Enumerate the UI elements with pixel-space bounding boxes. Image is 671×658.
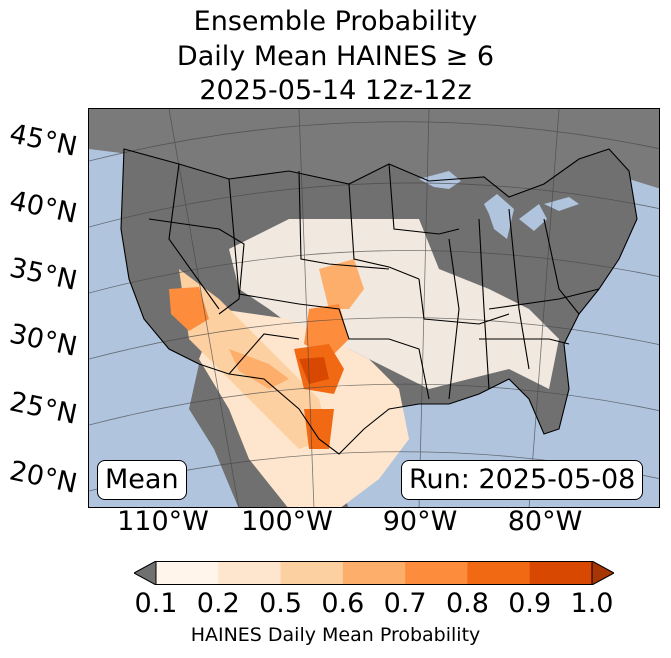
colorbar-tick-label: 0.1 bbox=[134, 588, 178, 619]
lon-label-80: 80°W bbox=[507, 506, 583, 537]
colorbar-segment bbox=[467, 561, 531, 585]
colorbar bbox=[134, 561, 614, 585]
lat-label-40: 40°N bbox=[6, 185, 80, 230]
map-svg bbox=[89, 109, 659, 507]
colorbar-tick-label: 1.0 bbox=[570, 588, 614, 619]
lon-label-90: 90°W bbox=[382, 506, 458, 537]
colorbar-segment bbox=[218, 561, 282, 585]
state-borders bbox=[120, 148, 638, 455]
colorbar-tick-label: 0.6 bbox=[321, 588, 365, 619]
prob-0.6 bbox=[229, 259, 364, 389]
colorbar-under-arrow bbox=[134, 561, 157, 585]
great-lakes bbox=[419, 171, 579, 239]
colorbar-segment bbox=[156, 561, 219, 585]
colorbar-tick-label: 0.7 bbox=[383, 588, 427, 619]
colorbar-segment bbox=[342, 561, 406, 585]
colorbar-tick-label: 0.5 bbox=[259, 588, 303, 619]
lat-label-35: 35°N bbox=[6, 252, 80, 297]
lon-label-100: 100°W bbox=[241, 506, 333, 537]
map-panel bbox=[88, 108, 660, 508]
lon-label-110: 110°W bbox=[117, 506, 209, 537]
colorbar-label: HAINES Daily Mean Probability bbox=[190, 624, 481, 646]
colorbar-segment bbox=[280, 561, 344, 585]
lat-label-25: 25°N bbox=[6, 386, 80, 431]
colorbar-over-arrow bbox=[591, 561, 614, 585]
run-date-label: Run: 2025-05-08 bbox=[401, 460, 644, 500]
colorbar-tick-label: 0.9 bbox=[508, 588, 552, 619]
colorbar-segment bbox=[405, 561, 468, 585]
lat-label-30: 30°N bbox=[6, 318, 80, 363]
title-line-3: 2025-05-14 12z-12z bbox=[199, 75, 472, 106]
colorbar-outline bbox=[155, 561, 593, 585]
prob-0.9 bbox=[299, 357, 329, 384]
colorbar-tick-label: 0.8 bbox=[445, 588, 489, 619]
prob-0.1 bbox=[229, 219, 559, 389]
title-line-2: Daily Mean HAINES ≥ 6 bbox=[176, 41, 495, 72]
lat-label-20: 20°N bbox=[6, 455, 80, 500]
colorbar-tick-label: 0.2 bbox=[196, 588, 240, 619]
title-line-1: Ensemble Probability bbox=[193, 6, 478, 37]
lat-label-45: 45°N bbox=[6, 118, 80, 163]
mean-label: Mean bbox=[97, 460, 187, 500]
colorbar-segment bbox=[529, 561, 593, 585]
